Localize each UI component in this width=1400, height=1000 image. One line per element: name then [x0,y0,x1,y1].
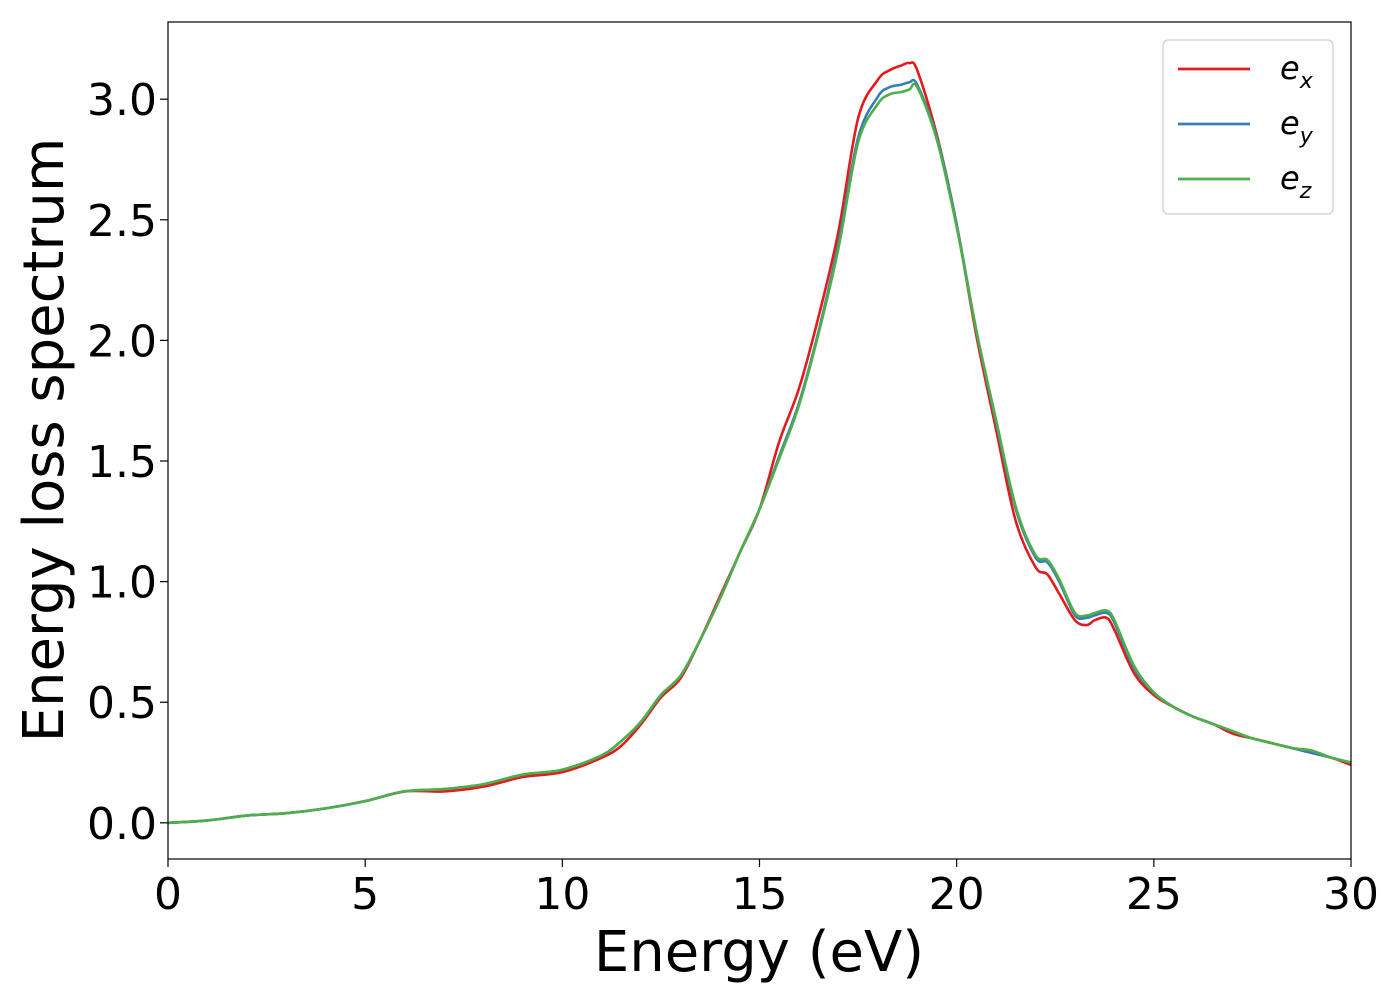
x-axis-title: Energy (eV) [594,920,924,985]
x-tick-label: 15 [732,869,788,920]
y-tick-label: 2.5 [87,196,157,247]
series-line-ez [167,82,1352,825]
y-tick-label: 2.0 [87,316,157,367]
x-tick-label: 20 [929,869,985,920]
plot-series-group [167,61,1352,825]
y-tick-label: 0.0 [87,799,157,850]
y-tick-label: 1.5 [87,437,157,488]
legend-box [1162,39,1334,215]
x-axis-ticks: 0 5 10 15 20 25 30 [154,859,1379,920]
y-tick-label: 1.0 [87,558,157,609]
x-tick-label: 10 [534,869,590,920]
x-tick-label: 5 [351,869,379,920]
x-tick-label: 25 [1126,869,1182,920]
x-tick-label: 30 [1323,869,1379,920]
y-tick-label: 0.5 [87,678,157,729]
y-tick-label: 3.0 [87,75,157,126]
legend-label-ez: ez [1280,159,1312,204]
x-tick-label: 0 [154,869,182,920]
y-axis-ticks: 0.0 0.5 1.0 1.5 2.0 2.5 3.0 [87,75,168,850]
y-axis-title: Energy loss spectrum [12,138,77,743]
